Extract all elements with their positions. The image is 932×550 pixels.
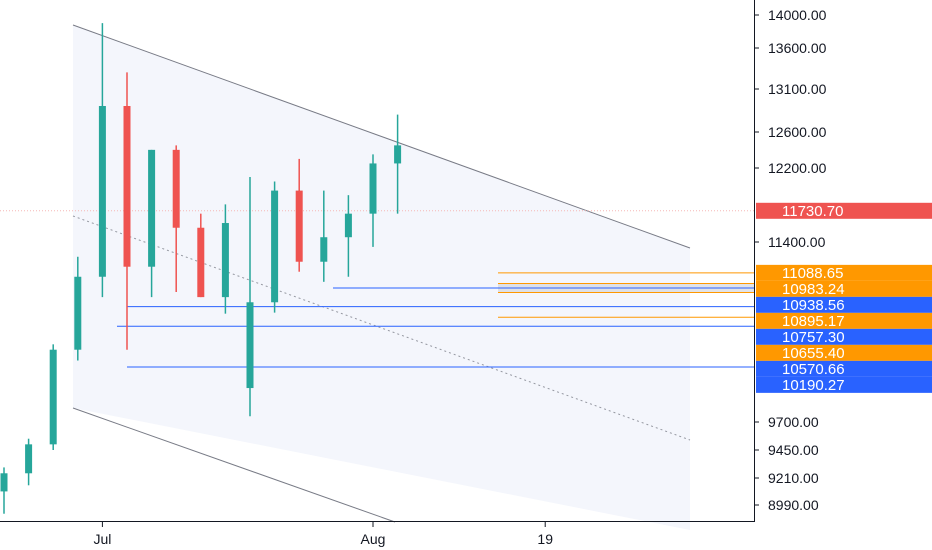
candle-body xyxy=(197,227,205,298)
candle-body xyxy=(221,223,229,298)
channel-drawing xyxy=(0,24,754,530)
candle-body xyxy=(320,237,328,262)
candle-body xyxy=(148,149,156,267)
price-tag xyxy=(756,202,932,219)
price-tag xyxy=(756,280,932,297)
candle-body xyxy=(49,349,57,445)
price-tick-label: 13600.00 xyxy=(768,40,827,56)
candle-body xyxy=(74,276,82,350)
candle-body xyxy=(25,444,33,474)
price-tag xyxy=(756,296,932,313)
candle-body xyxy=(394,145,402,164)
channel-fill xyxy=(73,25,690,530)
price-tag xyxy=(756,328,932,345)
candle-body xyxy=(172,149,180,228)
price-tick-label: 9700.00 xyxy=(768,414,819,430)
price-tick-label: 12600.00 xyxy=(768,124,827,140)
price-tag-label: 10938.56 xyxy=(782,297,845,314)
price-tag-label: 10190.27 xyxy=(782,377,845,394)
candle-body xyxy=(344,213,352,238)
channel-upper-line xyxy=(72,24,691,249)
price-tick-label: 8990.00 xyxy=(768,497,819,513)
candle-body xyxy=(369,163,377,214)
candle-body xyxy=(0,473,8,492)
candle-body xyxy=(271,190,279,303)
price-tag xyxy=(756,376,932,393)
price-tick-label: 14000.00 xyxy=(768,7,827,23)
price-tag xyxy=(756,264,932,281)
time-axis[interactable]: Jul Aug 19 xyxy=(93,522,553,547)
price-tick-label: 9450.00 xyxy=(768,442,819,458)
price-tag xyxy=(756,344,932,361)
channel-lower-line xyxy=(72,407,396,523)
price-tick-label: 9210.00 xyxy=(768,470,819,486)
price-tag xyxy=(756,312,932,329)
price-tag xyxy=(756,360,932,377)
level-drawings xyxy=(117,272,754,368)
price-tick-label: 13100.00 xyxy=(768,81,827,97)
price-axis[interactable]: 14000.00 13600.00 13100.00 12600.00 12200.00… xyxy=(754,7,827,513)
price-tag-label: 10570.66 xyxy=(782,361,845,378)
price-tag-label: 10655.40 xyxy=(782,345,845,362)
price-tags: 11730.70 11088.6510983.2410938.5610895.17… xyxy=(756,202,932,394)
time-tick-label: Jul xyxy=(93,531,111,547)
price-tag-label: 11730.70 xyxy=(782,203,843,220)
price-tick-label: 12200.00 xyxy=(768,160,827,176)
candles-layer xyxy=(0,23,402,514)
candle-body xyxy=(98,105,106,277)
time-tick-label: 19 xyxy=(537,531,553,547)
time-tick-label: Aug xyxy=(361,531,386,547)
price-tag-label: 11088.65 xyxy=(782,265,843,282)
price-tick-label: 11400.00 xyxy=(768,234,826,250)
candle-body xyxy=(246,302,254,389)
candle-body xyxy=(123,105,131,267)
price-tag-label: 10983.24 xyxy=(782,281,845,298)
candle-body xyxy=(295,190,303,262)
price-tag-label: 10895.17 xyxy=(782,313,845,330)
price-tag-label: 10757.30 xyxy=(782,329,845,346)
